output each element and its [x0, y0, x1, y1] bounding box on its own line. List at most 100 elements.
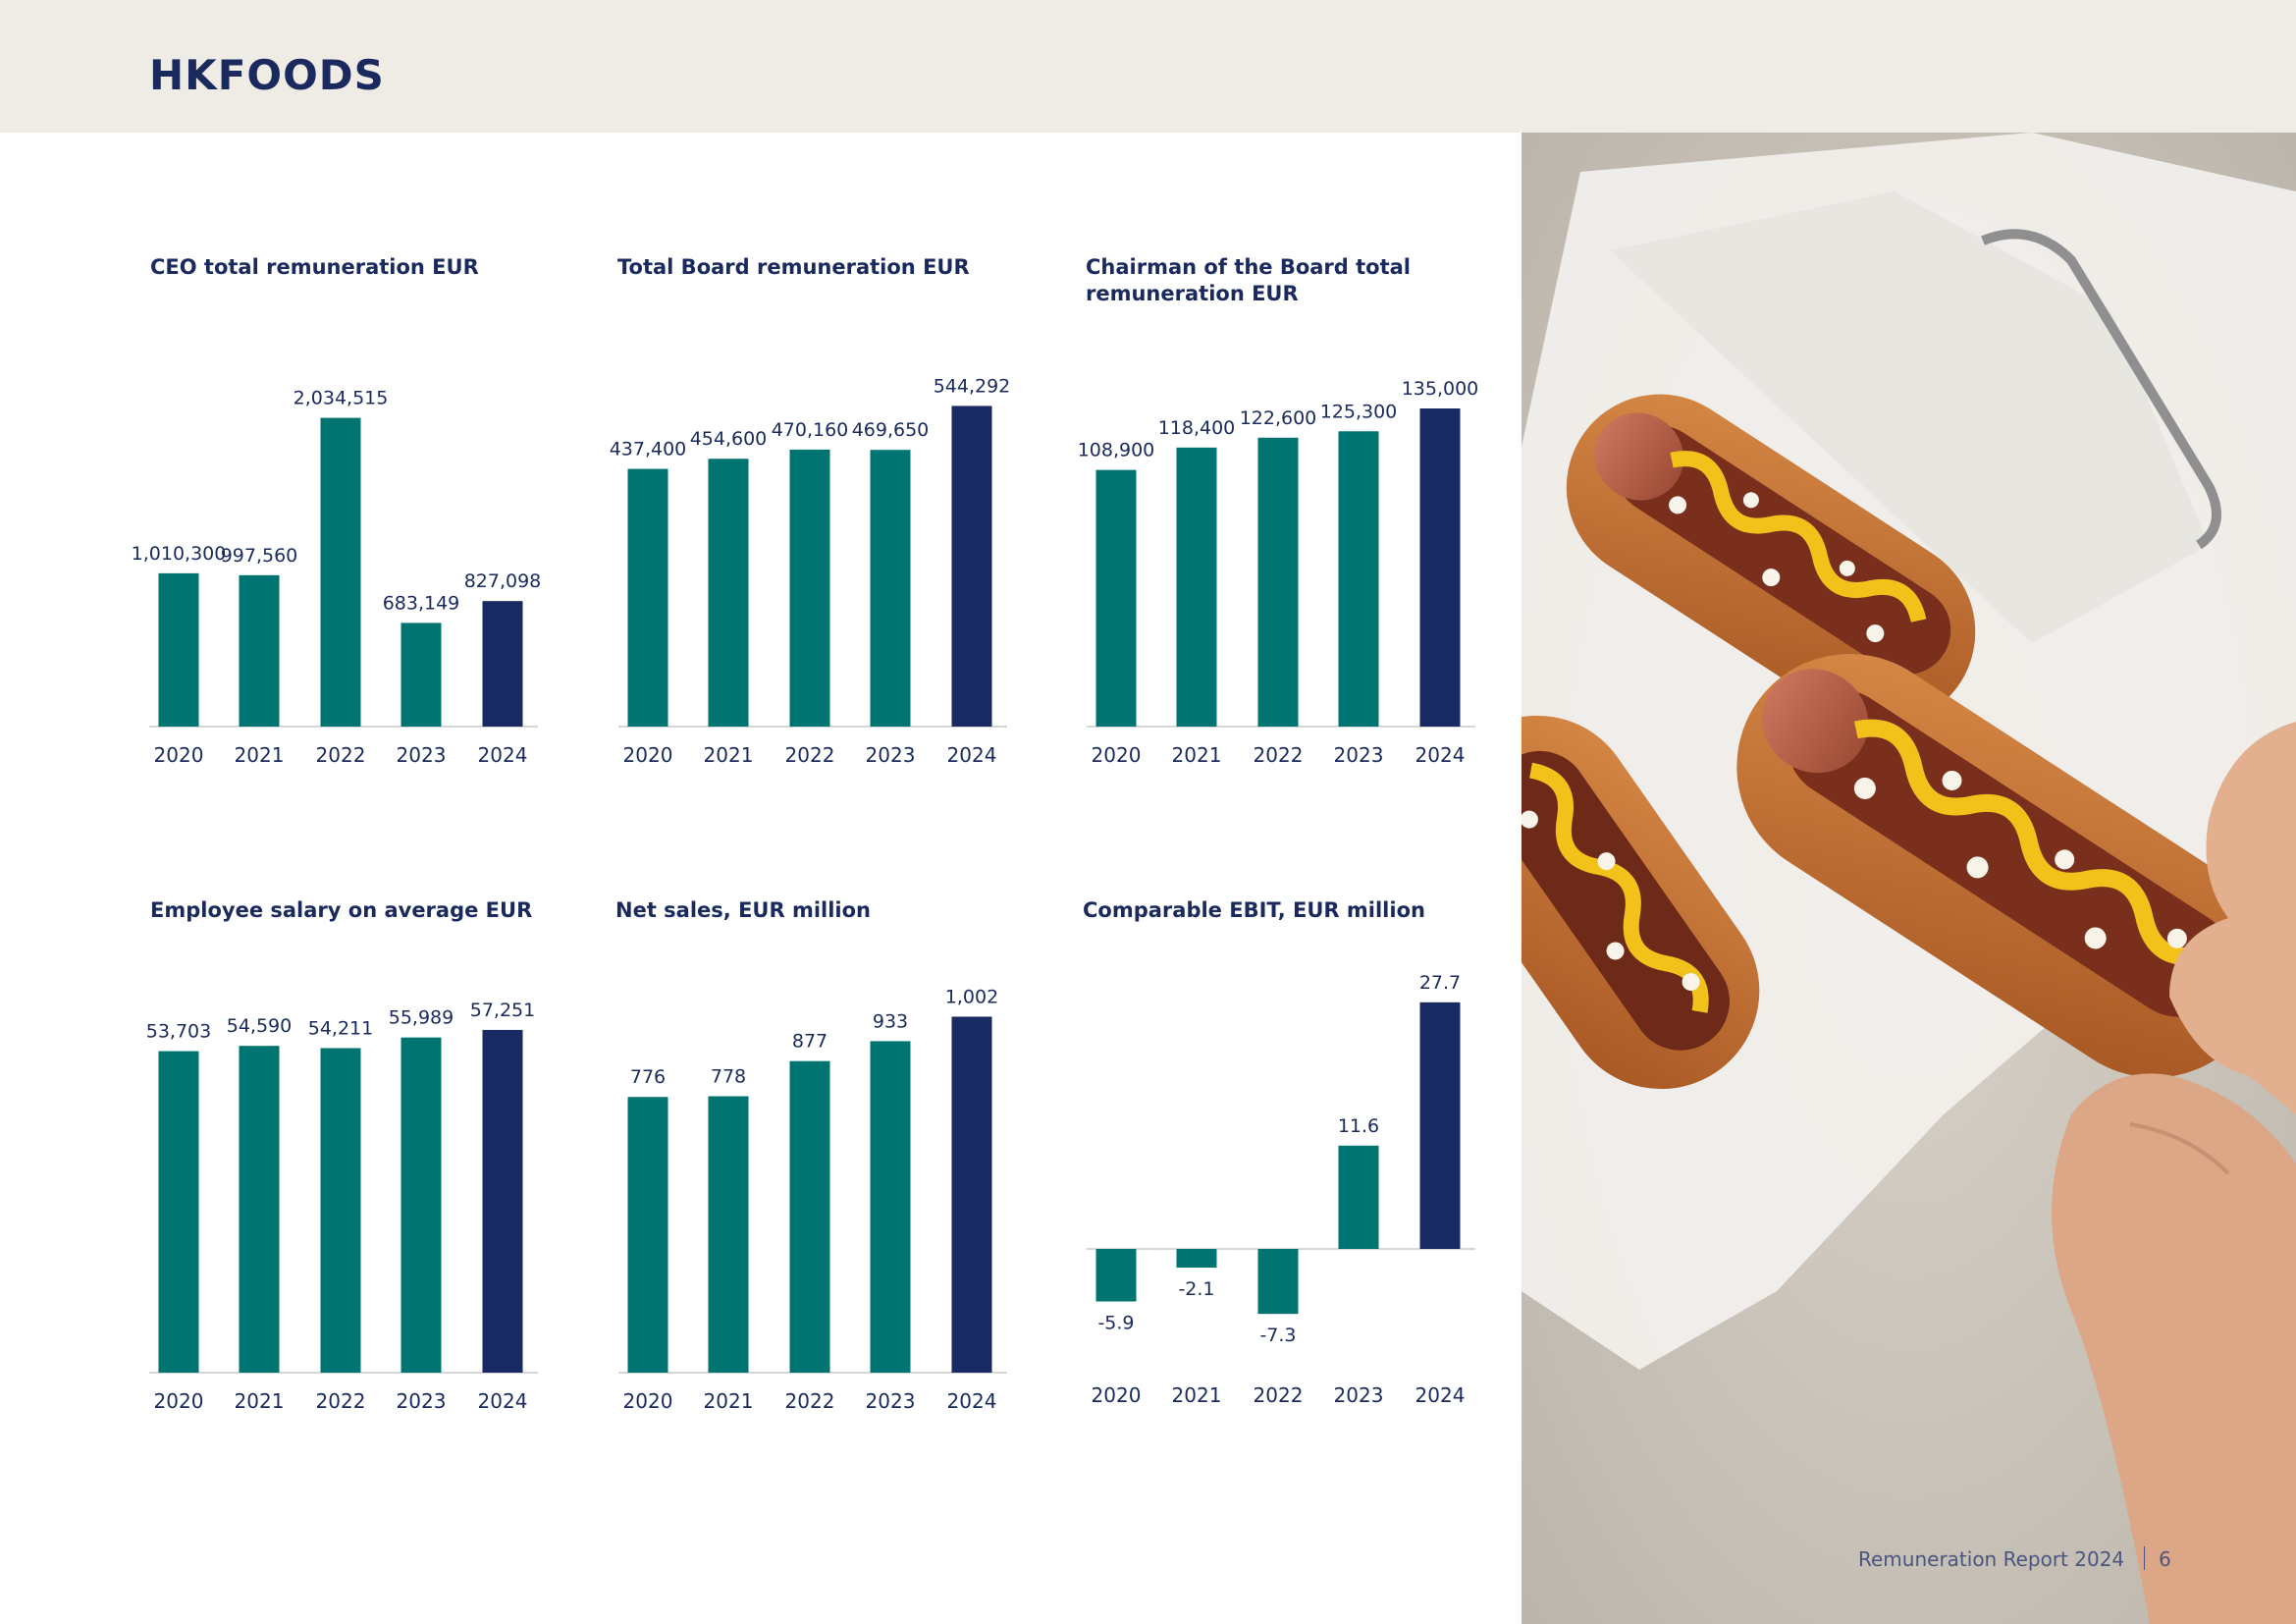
bar-2022: [1257, 437, 1299, 727]
bar-2024: [482, 601, 523, 727]
data-label-2021: 997,560: [221, 545, 298, 567]
bar-2024: [951, 406, 992, 727]
chart-title-ebit: Comparable EBIT, EUR million: [1083, 898, 1425, 922]
chart-chairman: 108,900 2020 118,400 2021 122,600 2022 125,300…: [1078, 378, 1479, 767]
bar-2021: [708, 1096, 749, 1373]
report-title: Remuneration Report 2024: [1858, 1547, 2125, 1571]
bar-2021: [239, 1046, 280, 1373]
bar-2022: [320, 1048, 361, 1373]
bar-2022: [789, 449, 830, 727]
tick-label-2022: 2022: [1254, 1383, 1304, 1407]
data-label-2020: 108,900: [1078, 440, 1155, 461]
data-label-2021: 118,400: [1158, 417, 1236, 439]
data-label-2022: 122,600: [1240, 407, 1317, 429]
tick-label-2021: 2021: [1172, 743, 1222, 767]
tick-label-2021: 2021: [1172, 1383, 1222, 1407]
bar-2022: [320, 417, 361, 727]
tick-label-2024: 2024: [478, 1389, 528, 1413]
tick-label-2021: 2021: [704, 1389, 754, 1413]
data-label-2022: -7.3: [1259, 1325, 1296, 1346]
bar-2021: [708, 459, 749, 727]
data-label-2022: 2,034,515: [294, 388, 389, 409]
tick-label-2023: 2023: [866, 743, 916, 767]
tick-label-2023: 2023: [397, 743, 447, 767]
data-label-2023: 683,149: [383, 592, 460, 614]
tick-label-2020: 2020: [1092, 743, 1142, 767]
data-label-2021: -2.1: [1178, 1278, 1214, 1300]
data-label-2024: 544,292: [934, 375, 1011, 397]
bar-2023: [1338, 431, 1379, 727]
data-label-2020: -5.9: [1097, 1312, 1134, 1333]
tick-label-2020: 2020: [623, 743, 673, 767]
tick-label-2021: 2021: [235, 743, 285, 767]
chart-title-board: Total Board remuneration EUR: [617, 255, 970, 279]
tick-label-2020: 2020: [623, 1389, 673, 1413]
tick-label-2024: 2024: [947, 743, 997, 767]
page-number: 6: [2159, 1547, 2171, 1571]
chart-title-ceo: CEO total remuneration EUR: [150, 255, 479, 279]
bar-2020: [158, 1051, 199, 1373]
page-footer: Remuneration Report 2024 6: [1858, 1546, 2171, 1571]
data-label-2023: 55,989: [389, 1007, 454, 1029]
data-label-2020: 776: [630, 1066, 666, 1088]
data-label-2024: 1,002: [945, 986, 998, 1007]
tick-label-2023: 2023: [1334, 1383, 1384, 1407]
tick-label-2023: 2023: [1334, 743, 1384, 767]
bar-2020: [1095, 469, 1137, 727]
data-label-2023: 11.6: [1338, 1115, 1379, 1137]
chart-salary: 53,703 2020 54,590 2021 54,211 2022 55,989 2023…: [146, 1000, 538, 1413]
bar-2024: [1419, 408, 1461, 727]
data-label-2024: 827,098: [464, 570, 542, 592]
tick-label-2022: 2022: [785, 1389, 835, 1413]
data-label-2024: 57,251: [470, 1000, 535, 1021]
chart-title-chairman: Chairman of the Board total remuneration…: [1086, 255, 1411, 305]
data-label-2022: 54,211: [308, 1017, 373, 1039]
tick-label-2020: 2020: [154, 743, 204, 767]
bar-2021: [1176, 1249, 1217, 1269]
chart-netsales: 776 2020 778 2021 877 2022 933 2023 1,002 2024: [618, 986, 1007, 1413]
data-label-2024: 135,000: [1402, 378, 1479, 400]
bar-2020: [158, 572, 199, 727]
data-label-2020: 437,400: [610, 439, 687, 460]
tick-label-2024: 2024: [1415, 1383, 1466, 1407]
bar-2021: [239, 574, 280, 727]
chart-ebit: -5.9 2020 -2.1 2021 -7.3 2022 11.6 2023 27.7 2024: [1087, 972, 1475, 1407]
data-label-2024: 27.7: [1419, 972, 1461, 994]
bar-2022: [789, 1060, 830, 1373]
data-label-2020: 1,010,300: [132, 543, 227, 565]
data-label-2020: 53,703: [146, 1021, 211, 1043]
tick-label-2021: 2021: [704, 743, 754, 767]
bar-2020: [627, 1097, 668, 1373]
footer-divider: [2144, 1546, 2146, 1570]
hot-dogs-photo: [1522, 133, 2296, 1624]
bar-2023: [870, 1041, 911, 1373]
tick-label-2024: 2024: [947, 1389, 997, 1413]
tick-label-2020: 2020: [154, 1389, 204, 1413]
tick-label-2022: 2022: [1254, 743, 1304, 767]
bar-2021: [1176, 447, 1217, 727]
bar-2023: [400, 1037, 442, 1373]
bar-2023: [1338, 1145, 1379, 1249]
page-header: HKFOODS: [0, 0, 2296, 133]
chart-ceo: 1,010,300 2020 997,560 2021 2,034,515 2022 683…: [132, 388, 542, 767]
data-label-2023: 469,650: [852, 419, 930, 441]
chart-board: 437,400 2020 454,600 2021 470,160 2022 469,650…: [610, 375, 1011, 767]
bar-2024: [1419, 1001, 1461, 1249]
bar-2022: [1257, 1249, 1299, 1315]
bar-2024: [482, 1029, 523, 1373]
tick-label-2021: 2021: [235, 1389, 285, 1413]
data-label-2021: 54,590: [227, 1015, 292, 1037]
tick-label-2022: 2022: [316, 1389, 366, 1413]
data-label-2022: 470,160: [772, 419, 849, 441]
data-label-2023: 125,300: [1320, 401, 1398, 422]
tick-label-2023: 2023: [866, 1389, 916, 1413]
hkfoods-logo: HKFOODS: [149, 51, 385, 99]
tick-label-2020: 2020: [1092, 1383, 1142, 1407]
data-label-2021: 454,600: [690, 428, 768, 450]
bar-2023: [400, 623, 442, 727]
data-label-2023: 933: [873, 1010, 908, 1032]
tick-label-2024: 2024: [1415, 743, 1466, 767]
chart-title-salary: Employee salary on average EUR: [150, 898, 533, 922]
tick-label-2023: 2023: [397, 1389, 447, 1413]
bar-2024: [951, 1016, 992, 1373]
